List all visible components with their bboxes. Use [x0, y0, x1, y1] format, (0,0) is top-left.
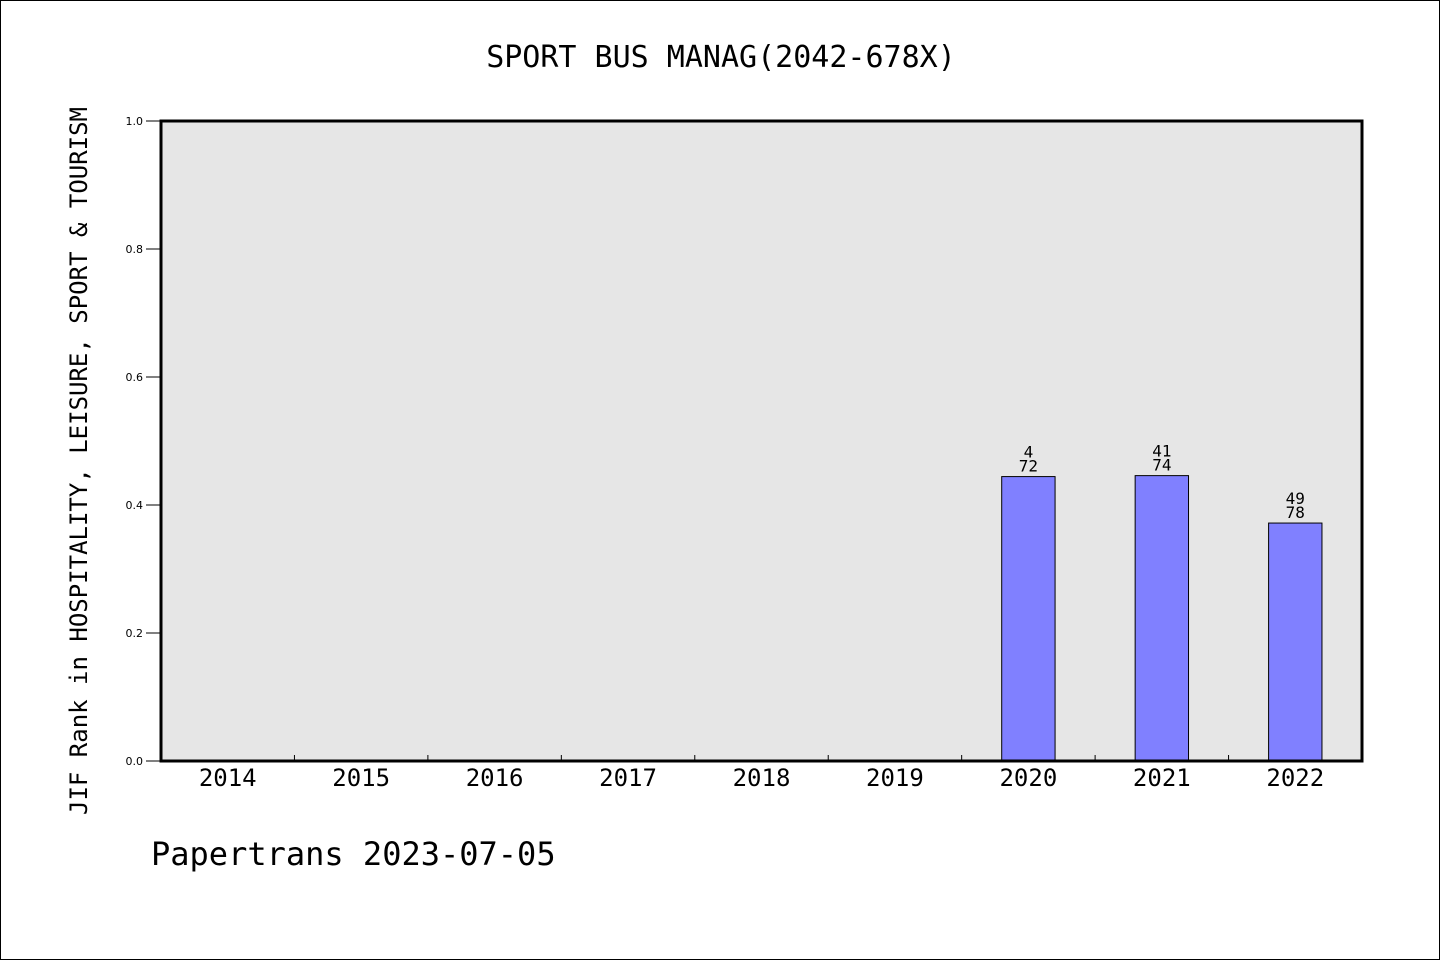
bar-rank-label: 41 [1152, 442, 1171, 461]
y-tick-label: 0.6 [126, 371, 144, 384]
y-axis-ticks: 0.0 0.2 0.4 0.6 0.8 1.0 [126, 115, 161, 768]
bar-rank-label: 49 [1286, 489, 1305, 508]
x-tick-label: 2020 [999, 764, 1057, 792]
bar-2022 [1268, 522, 1323, 762]
y-tick-label: 0.2 [126, 627, 144, 640]
y-tick-label: 0.0 [126, 755, 144, 768]
bar-2021 [1134, 475, 1190, 762]
x-tick-label: 2017 [599, 764, 657, 792]
y-tick-label: 0.8 [126, 243, 144, 256]
x-tick-label: 2021 [1133, 764, 1191, 792]
plot-border [159, 119, 1364, 763]
x-axis-ticks: 2014 2015 2016 2017 2018 2019 2020 2021 2022 [199, 755, 1324, 792]
bar-2020 [1001, 476, 1056, 762]
x-tick-label: 2014 [199, 764, 257, 792]
x-tick-label: 2016 [466, 764, 524, 792]
y-axis-label: JIF Rank in HOSPITALITY, LEISURE, SPORT … [65, 107, 93, 815]
footer-credit: Papertrans 2023-07-05 [151, 835, 556, 873]
chart-title: SPORT BUS MANAG(2042-678X) [486, 40, 956, 75]
bar-total-label: 72 [1019, 457, 1038, 476]
x-tick-label: 2022 [1266, 764, 1324, 792]
y-tick-label: 0.4 [126, 499, 144, 512]
x-tick-label: 2018 [733, 764, 791, 792]
bar-rank-label: 4 [1024, 443, 1034, 462]
bar-total-label: 74 [1152, 456, 1171, 475]
x-tick-label: 2019 [866, 764, 924, 792]
y-tick-label: 1.0 [126, 115, 144, 128]
x-tick-label: 2015 [332, 764, 390, 792]
bar-total-label: 78 [1286, 503, 1305, 522]
